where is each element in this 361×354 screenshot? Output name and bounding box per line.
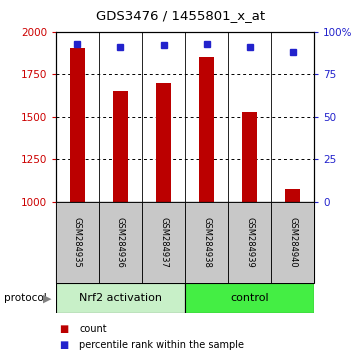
FancyBboxPatch shape (56, 202, 99, 283)
FancyBboxPatch shape (228, 202, 271, 283)
Text: control: control (230, 293, 269, 303)
Text: ▶: ▶ (43, 293, 51, 303)
Text: protocol: protocol (4, 293, 46, 303)
FancyBboxPatch shape (56, 283, 185, 313)
Bar (113, 91, 128, 202)
Bar (70, 48, 85, 202)
Text: percentile rank within the sample: percentile rank within the sample (79, 340, 244, 350)
Text: GSM284937: GSM284937 (159, 217, 168, 268)
Bar (199, 57, 214, 202)
FancyBboxPatch shape (271, 202, 314, 283)
Text: GSM284940: GSM284940 (288, 217, 297, 268)
FancyBboxPatch shape (185, 202, 228, 283)
FancyBboxPatch shape (142, 202, 185, 283)
Text: GDS3476 / 1455801_x_at: GDS3476 / 1455801_x_at (96, 9, 265, 22)
Text: count: count (79, 324, 107, 334)
Text: Nrf2 activation: Nrf2 activation (79, 293, 162, 303)
Bar (285, 189, 300, 202)
Text: GSM284935: GSM284935 (73, 217, 82, 268)
Text: ■: ■ (60, 340, 69, 350)
FancyBboxPatch shape (99, 202, 142, 283)
Text: ■: ■ (60, 324, 69, 334)
Bar (156, 83, 171, 202)
Text: GSM284938: GSM284938 (202, 217, 211, 268)
Text: GSM284939: GSM284939 (245, 217, 254, 268)
Bar (242, 112, 257, 202)
FancyBboxPatch shape (185, 283, 314, 313)
Text: GSM284936: GSM284936 (116, 217, 125, 268)
